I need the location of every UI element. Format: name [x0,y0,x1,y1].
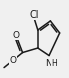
Text: Cl: Cl [30,10,39,20]
Text: N: N [45,59,52,68]
Text: H: H [51,59,57,68]
Text: O: O [10,56,17,65]
Text: O: O [12,31,19,40]
